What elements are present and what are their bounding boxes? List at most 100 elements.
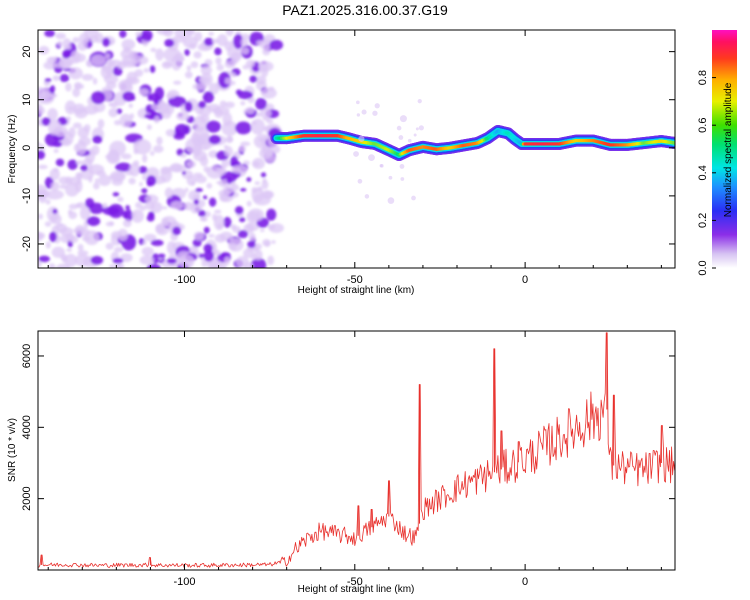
noise-blob (120, 253, 133, 263)
noise-blob (200, 65, 213, 76)
noise-blob (50, 181, 60, 192)
noise-blob (68, 106, 74, 111)
noise-blob (125, 205, 130, 210)
noise-blob (82, 158, 93, 167)
spectrogram-y-tick-label: 0 (21, 145, 33, 151)
noise-blob (139, 205, 147, 211)
noise-blob (92, 77, 98, 85)
noise-blob (168, 164, 187, 173)
noise-blob (105, 221, 115, 227)
noise-blob (38, 150, 46, 160)
noise-blob (72, 37, 80, 43)
noise-blob (47, 119, 62, 136)
noise-blob (208, 31, 215, 36)
noise-blob (77, 250, 89, 256)
colorbar-label: Normalized spectral amplitude (723, 82, 734, 217)
noise-blob (44, 78, 52, 82)
noise-blob (174, 30, 193, 38)
noise-blob (146, 124, 152, 130)
noise-blob (49, 93, 58, 98)
noise-blob (78, 136, 92, 146)
noise-blob (38, 213, 44, 220)
noise-blob (225, 30, 234, 37)
noise-blob (90, 255, 104, 265)
snr-x-tick-label: -100 (173, 576, 195, 588)
noise-blob (96, 170, 106, 177)
ridge-halo-blob (400, 177, 405, 181)
noise-blob (92, 135, 103, 144)
noise-blob (250, 253, 257, 261)
noise-blob (193, 231, 205, 241)
noise-blob (102, 206, 120, 216)
noise-blob (109, 39, 114, 45)
noise-blob (193, 150, 208, 162)
noise-blob (235, 121, 252, 135)
noise-blob (68, 203, 78, 210)
spectrogram-x-tick-label: -100 (173, 274, 195, 286)
ridge-halo-blob (411, 195, 416, 201)
noise-blob (208, 150, 219, 158)
noise-blob (211, 213, 218, 221)
noise-blob (232, 226, 241, 233)
noise-blob (88, 164, 93, 170)
snr-y-axis-label: SNR (10 * v/v) (7, 418, 18, 482)
noise-blob (68, 67, 83, 80)
snr-y-tick-label: 2000 (21, 486, 33, 510)
colorbar-gradient (712, 30, 737, 268)
noise-blob (115, 162, 132, 172)
noise-blob (203, 195, 208, 200)
noise-blob (260, 172, 267, 178)
noise-blob (262, 178, 267, 184)
noise-blob (250, 257, 267, 268)
noise-blob (215, 57, 222, 65)
noise-blob (235, 256, 249, 268)
noise-blob (76, 172, 83, 181)
noise-blob (208, 233, 215, 238)
noise-blob (91, 144, 100, 156)
noise-blob (131, 211, 137, 218)
noise-blob (45, 199, 51, 205)
snr-series-line (38, 332, 675, 568)
noise-blob (67, 159, 78, 170)
noise-blob (135, 31, 143, 37)
noise-blob (48, 263, 56, 268)
noise-blob (43, 61, 57, 70)
noise-blob (186, 175, 197, 186)
noise-blob (224, 101, 235, 109)
noise-blob (150, 47, 157, 53)
noise-blob (238, 145, 246, 153)
noise-blob (57, 40, 63, 47)
noise-blob (184, 187, 189, 193)
noise-blob (198, 253, 205, 258)
noise-blob (90, 91, 106, 105)
noise-blob (198, 76, 210, 84)
noise-blob (186, 65, 192, 72)
noise-blob (138, 88, 149, 96)
snr-y-tick-label: 4000 (21, 415, 33, 439)
noise-blob (203, 141, 212, 150)
noise-blob (176, 112, 190, 121)
noise-blob (214, 209, 222, 214)
noise-blob (105, 59, 113, 69)
ridge-halo-blob (361, 109, 367, 115)
ridge-halo-blob (356, 113, 361, 117)
noise-blob (38, 231, 44, 242)
noise-blob (200, 216, 207, 221)
noise-blob (55, 32, 67, 40)
noise-blob (252, 161, 260, 167)
noise-blob (147, 94, 153, 101)
noise-blob (157, 253, 166, 258)
spectrogram-noise-region (38, 30, 285, 268)
noise-blob (219, 100, 227, 108)
noise-blob (121, 153, 132, 160)
noise-blob (178, 254, 195, 268)
snr-plot-frame (37, 330, 676, 571)
noise-blob (240, 141, 251, 147)
ridge-halo-blob (364, 194, 370, 199)
noise-blob (119, 81, 133, 95)
noise-blob (38, 91, 55, 105)
noise-blob (151, 104, 159, 110)
noise-blob (240, 37, 249, 47)
ridge-halo-blob (415, 127, 419, 131)
noise-blob (65, 82, 72, 92)
